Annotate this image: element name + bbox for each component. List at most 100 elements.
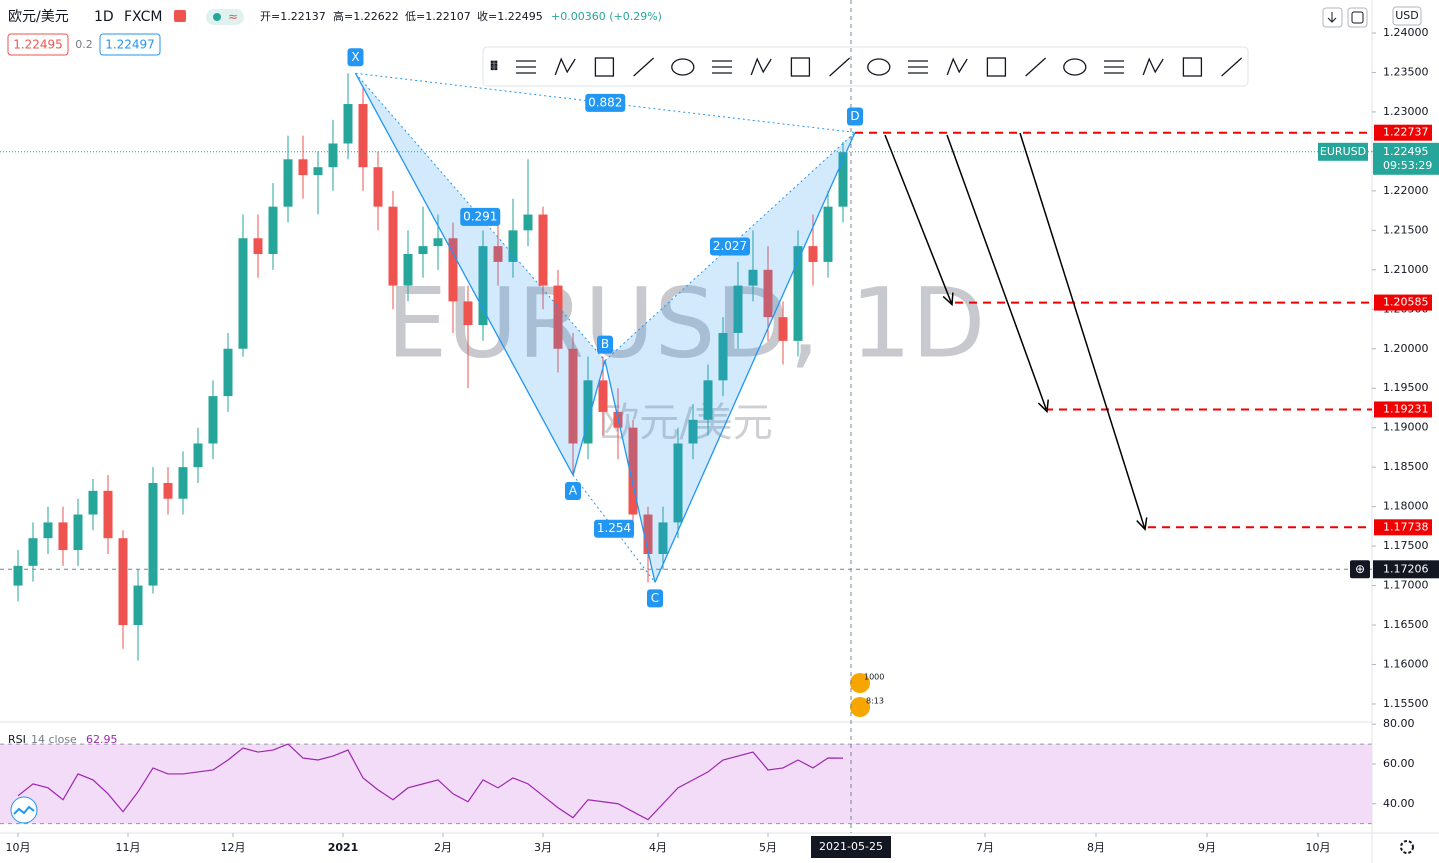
candle-body: [388, 206, 398, 286]
interval: 1D: [94, 9, 114, 25]
status-icon[interactable]: [174, 10, 186, 22]
x-tick-label: 7月: [976, 841, 994, 854]
toolbar-tool[interactable]: [790, 57, 811, 77]
price-badge: [1373, 142, 1439, 175]
toolbar-tool[interactable]: [750, 57, 772, 76]
candle-body: [763, 269, 773, 318]
event-badge[interactable]: [850, 697, 870, 717]
logo[interactable]: [10, 796, 38, 824]
tool-icon: [633, 57, 655, 77]
bid: 1.22495: [13, 38, 63, 52]
point-label: A: [569, 484, 578, 498]
toolbar-tool[interactable]: [986, 57, 1007, 77]
candle-body: [73, 514, 83, 551]
y-tick-label: 1.19000: [1383, 421, 1429, 434]
pattern-ratio-line: [604, 132, 856, 361]
toolbar-tool[interactable]: [829, 57, 851, 77]
point-label: D: [850, 109, 859, 123]
high: 高=1.22622: [333, 9, 399, 23]
toolbar-bg: [482, 46, 1249, 87]
x-tick-label: 9月: [1198, 841, 1216, 854]
candle-body: [298, 159, 308, 176]
candle-body: [478, 246, 488, 326]
price-label: 1.22495: [1383, 145, 1429, 158]
market-status[interactable]: [206, 9, 244, 25]
toolbar-tool[interactable]: [712, 60, 732, 74]
y-tick-label: 1.16000: [1383, 658, 1429, 671]
candle-body: [28, 538, 38, 566]
tool-icon: [1182, 57, 1203, 77]
point-badge: [565, 482, 581, 501]
reset-button[interactable]: [1347, 7, 1368, 28]
candle-body: [403, 254, 413, 286]
toolbar-tool[interactable]: [1182, 57, 1203, 77]
toolbar-tool[interactable]: [1142, 57, 1164, 76]
point-label: X: [351, 50, 359, 64]
crosshair-y-badge: [1373, 560, 1439, 579]
candle-body: [313, 167, 323, 176]
candle-body: [598, 380, 608, 412]
candle-body: [448, 238, 458, 302]
currency: USD: [1395, 9, 1419, 22]
toolbar-tool[interactable]: [1221, 57, 1243, 77]
candle-body: [193, 443, 203, 468]
tool-icon: [1142, 57, 1164, 76]
candle-body: [13, 565, 23, 586]
candle-body: [568, 348, 578, 444]
candle-body: [703, 380, 713, 420]
tool-icon: [671, 58, 695, 76]
status-wave: ≈: [228, 10, 238, 24]
target-label: 1.19231: [1383, 402, 1429, 415]
toolbar-handle: ⠿: [490, 60, 499, 74]
sell-button[interactable]: [7, 33, 69, 56]
y-tick-label: 1.19500: [1383, 381, 1429, 394]
y-tick-label: 1.15500: [1383, 697, 1429, 710]
target-badge: [1374, 124, 1432, 141]
candle-body: [733, 285, 743, 333]
rsi-tick-label: 60.00: [1383, 757, 1415, 770]
tool-icon: [1221, 57, 1243, 77]
target-badge: [1374, 401, 1432, 418]
arrow: [1019, 132, 1146, 530]
toolbar-tool[interactable]: [1104, 60, 1124, 74]
y-tick-label: 1.23000: [1383, 105, 1429, 118]
event-badge[interactable]: [850, 673, 870, 693]
candle-body: [508, 230, 518, 262]
currency-button[interactable]: [1392, 6, 1422, 26]
toolbar-tool[interactable]: [867, 58, 891, 76]
settings-icon[interactable]: [1400, 840, 1414, 854]
toolbar-tool[interactable]: [633, 57, 655, 77]
toolbar-tool[interactable]: [908, 60, 928, 74]
target-badge: [1374, 519, 1432, 536]
toolbar-tool[interactable]: [516, 60, 536, 74]
x-tick-label: 4月: [649, 841, 667, 854]
ratio-badge: [585, 93, 626, 112]
drawing-toolbar: ⠿: [482, 46, 1249, 87]
rsi-tick-label: 80.00: [1383, 717, 1415, 730]
candle-body: [538, 214, 548, 286]
toolbar-tool[interactable]: [1025, 57, 1047, 77]
target-label: 1.17738: [1383, 520, 1429, 533]
tool-icon: [516, 60, 536, 74]
x-tick-label: 2月: [434, 841, 452, 854]
low: 低=1.22107: [405, 10, 471, 23]
toolbar-tool[interactable]: [671, 58, 695, 76]
crosshair-x-badge: [811, 836, 891, 858]
buy-button[interactable]: [99, 33, 161, 56]
pattern-leg: [354, 72, 574, 476]
candle-body: [103, 490, 113, 539]
toolbar-tool[interactable]: [946, 57, 968, 76]
toolbar-tool[interactable]: [1063, 58, 1087, 76]
ratio-label: 0.882: [588, 95, 622, 109]
y-tick-label: 1.17000: [1383, 579, 1429, 592]
toolbar-tool[interactable]: [554, 57, 576, 76]
rsi-title: RSI: [8, 733, 26, 746]
tool-icon: [594, 57, 615, 77]
toolbar-tool[interactable]: [594, 57, 615, 77]
point-badge: [347, 48, 364, 67]
ratio-label: 1.254: [597, 521, 631, 535]
crosshair-add[interactable]: [1350, 560, 1370, 579]
candle-body: [793, 246, 803, 341]
symbol-label: EURUSD: [1320, 145, 1366, 158]
